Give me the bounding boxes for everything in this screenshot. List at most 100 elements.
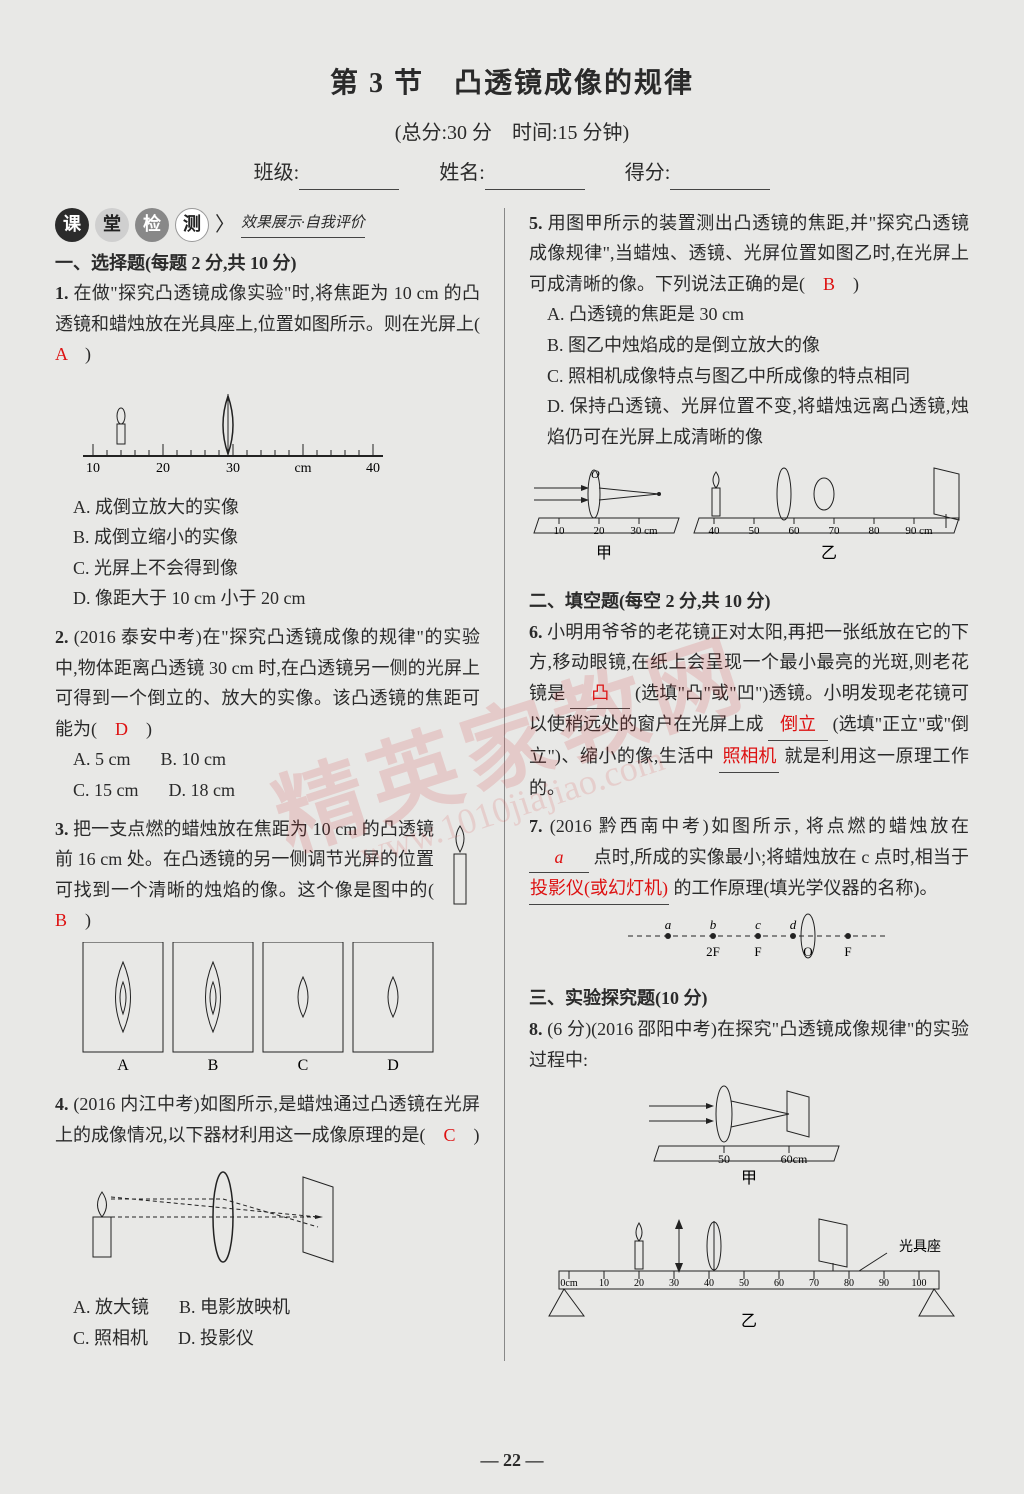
q3-text: 把一支点燃的蜡烛放在焦距为 10 cm 的凸透镜前 16 cm 处。在凸透镜的另… [55,819,452,900]
q7-t1: (2016 黔西南中考)如图所示, 将点燃的蜡烛放在 [550,816,969,836]
q1-answer: A [55,344,67,364]
svg-text:C: C [298,1057,309,1072]
q8-text: (6 分)(2016 邵阳中考)在探究"凸透镜成像规律"的实验过程中: [529,1019,969,1070]
q3-num: 3. [55,819,69,839]
badge-dot-4: 测 [175,208,209,242]
q8-figure: 50 60cm 甲 0cm 10 20 30 40 50 60 70 80 [529,1081,969,1340]
q2-optA: A. 5 cm [73,744,131,775]
score-label: 得分: [625,162,671,184]
section2-heading: 二、填空题(每空 2 分,共 10 分) [529,586,969,617]
q4-optD: D. 投影仪 [178,1323,254,1354]
q4-figure [73,1157,480,1287]
score-blank[interactable] [670,168,770,190]
badge-dot-2: 堂 [95,208,129,242]
q2-answer: D [115,719,128,739]
svg-text:40: 40 [709,525,721,537]
q2-optD: D. 18 cm [169,775,236,806]
svg-text:A: A [117,1057,129,1072]
svg-text:80: 80 [869,525,881,537]
q4-optA: A. 放大镜 [73,1292,149,1323]
svg-text:a: a [665,917,672,932]
svg-text:20: 20 [594,525,606,537]
page-subinfo: (总分:30 分 时间:15 分钟) [55,116,969,150]
q1-optD: D. 像距大于 10 cm 小于 20 cm [73,583,480,614]
page-header: 第 3 节 凸透镜成像的规律 (总分:30 分 时间:15 分钟) 班级: 姓名… [55,60,969,190]
question-8: 8. (6 分)(2016 邵阳中考)在探究"凸透镜成像规律"的实验过程中: 5… [529,1014,969,1340]
svg-text:c: c [755,917,761,932]
svg-text:d: d [790,917,797,932]
page-number: — 22 — [0,1445,1024,1476]
class-label: 班级: [254,162,300,184]
q5-num: 5. [529,213,543,233]
svg-text:60: 60 [789,525,801,537]
svg-text:0cm: 0cm [560,1278,577,1289]
question-5: 5. 用图甲所示的装置测出凸透镜的焦距,并"探究凸透镜成像规律",当蜡烛、透镜、… [529,208,969,578]
q1-mark-40: 40 [366,461,380,476]
q7-t2: 点时,所成的实像最小;将蜡烛放在 c 点时,相当于 [594,847,969,867]
q1-num: 1. [55,283,69,303]
svg-text:50: 50 [749,525,761,537]
svg-text:b: b [710,917,717,932]
form-line: 班级: 姓名: 得分: [55,156,969,190]
svg-text:甲: 甲 [741,1170,757,1187]
question-2: 2. (2016 泰安中考)在"探究凸透镜成像的规律"的实验中,物体距离凸透镜 … [55,622,480,806]
badge-dot-1: 课 [55,208,89,242]
q2-optC: C. 15 cm [73,775,139,806]
svg-text:2F: 2F [706,944,720,959]
svg-text:30 cm: 30 cm [630,525,658,537]
q5-answer: B [823,274,835,294]
q4-num: 4. [55,1094,69,1114]
q7-a2: 投影仪(或幻灯机) [529,873,669,905]
q6-a2: 倒立 [768,709,828,741]
q5-optD: D. 保持凸透镜、光屏位置不变,将蜡烛远离凸透镜,烛焰仍可在光屏上成清晰的像 [547,391,969,452]
section-badge: 课 堂 检 测 〉 效果展示·自我评价 [55,208,480,242]
svg-text:乙: 乙 [741,1313,757,1330]
q3-after: ) [67,910,91,930]
svg-text:B: B [208,1057,219,1072]
q1-mark-cm: cm [294,461,311,476]
q3-candle-icon [440,814,480,914]
section1-heading: 一、选择题(每题 2 分,共 10 分) [55,248,480,279]
svg-text:光具座: 光具座 [899,1239,941,1255]
svg-text:O: O [803,944,812,959]
q7-t3: 的工作原理(填光学仪器的名称)。 [674,878,938,898]
svg-text:50: 50 [739,1278,749,1289]
q5-optB: B. 图乙中烛焰成的是倒立放大的像 [547,330,969,361]
svg-text:F: F [844,944,851,959]
class-blank[interactable] [299,168,399,190]
q7-figure: a b c d 2F F O F [547,911,969,976]
right-column: 5. 用图甲所示的装置测出凸透镜的焦距,并"探究凸透镜成像规律",当蜡烛、透镜、… [529,208,969,1362]
svg-text:90: 90 [879,1278,889,1289]
q2-after: ) [128,719,152,739]
q4-optB: B. 电影放映机 [179,1292,290,1323]
page-title: 第 3 节 凸透镜成像的规律 [55,60,969,108]
svg-text:F: F [754,944,761,959]
q4-answer: C [444,1125,456,1145]
q1-text: 在做"探究凸透镜成像实验"时,将焦距为 10 cm 的凸透镜和蜡烛放在光具座上,… [55,283,498,334]
q2-num: 2. [55,627,69,647]
q5-optC: C. 照相机成像特点与图乙中所成像的特点相同 [547,361,969,392]
q5-text: 用图甲所示的装置测出凸透镜的焦距,并"探究凸透镜成像规律",当蜡烛、透镜、光屏位… [529,213,969,294]
badge-tail: 效果展示·自我评价 [241,211,365,238]
q5-after: ) [835,274,859,294]
q4-text: (2016 内江中考)如图所示,是蜡烛通过凸透镜在光屏上的成像情况,以下器材利用… [55,1094,480,1145]
column-divider [504,208,505,1362]
q1-optA: A. 成倒立放大的实像 [73,492,480,523]
q1-optB: B. 成倒立缩小的实像 [73,522,480,553]
name-blank[interactable] [485,168,585,190]
q6-a1: 凸 [570,678,630,710]
name-label: 姓名: [439,162,485,184]
q6-num: 6. [529,622,543,642]
q1-mark-10: 10 [86,461,100,476]
q1-optC: C. 光屏上不会得到像 [73,553,480,584]
left-column: 课 堂 检 测 〉 效果展示·自我评价 一、选择题(每题 2 分,共 10 分)… [55,208,480,1362]
q3-answer: B [55,910,67,930]
q7-num: 7. [529,816,543,836]
q6-a3: 照相机 [719,741,779,773]
svg-text:40: 40 [704,1278,714,1289]
svg-text:70: 70 [829,525,841,537]
q8-num: 8. [529,1019,543,1039]
svg-text:70: 70 [809,1278,819,1289]
badge-dot-3: 检 [135,208,169,242]
q1-mark-30: 30 [226,461,240,476]
